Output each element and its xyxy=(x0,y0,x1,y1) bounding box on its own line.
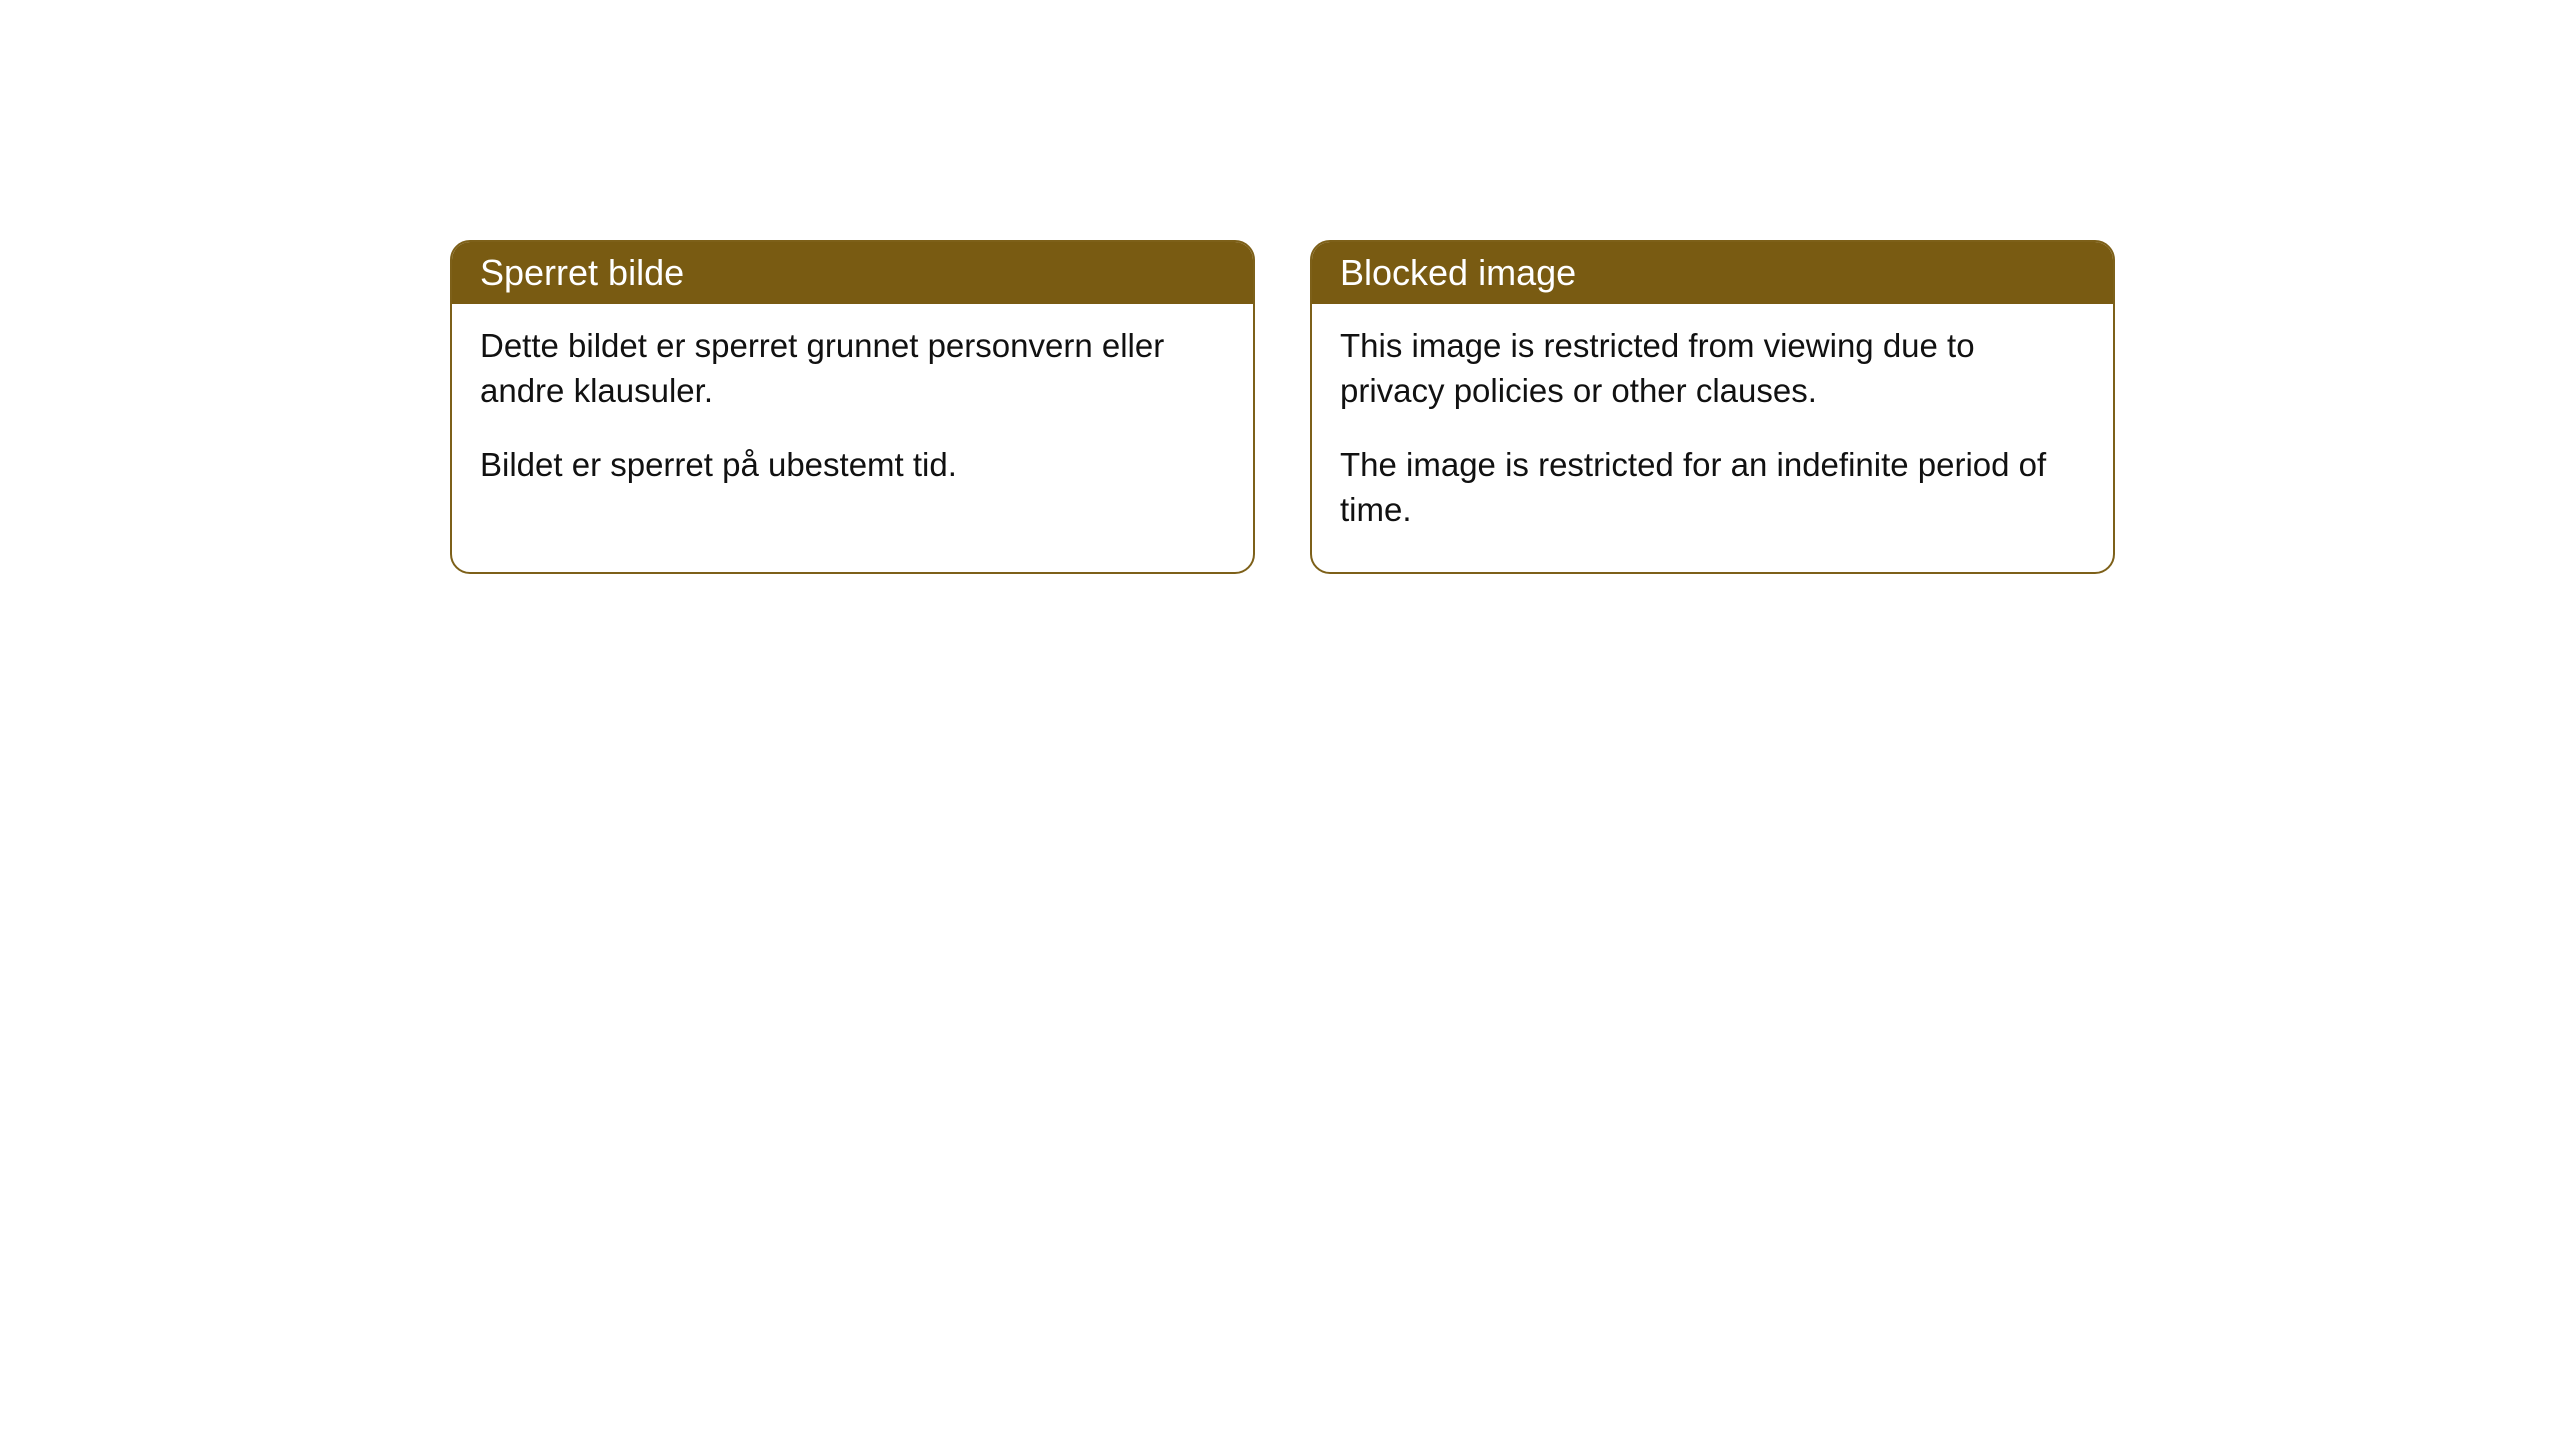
notice-container: Sperret bilde Dette bildet er sperret gr… xyxy=(450,240,2115,574)
notice-text-nor-1: Dette bildet er sperret grunnet personve… xyxy=(480,324,1225,413)
notice-text-eng-2: The image is restricted for an indefinit… xyxy=(1340,443,2085,532)
notice-text-eng-1: This image is restricted from viewing du… xyxy=(1340,324,2085,413)
notice-card-norwegian: Sperret bilde Dette bildet er sperret gr… xyxy=(450,240,1255,574)
notice-text-nor-2: Bildet er sperret på ubestemt tid. xyxy=(480,443,1225,488)
notice-header-english: Blocked image xyxy=(1312,242,2113,304)
notice-body-english: This image is restricted from viewing du… xyxy=(1312,304,2113,572)
notice-header-norwegian: Sperret bilde xyxy=(452,242,1253,304)
notice-card-english: Blocked image This image is restricted f… xyxy=(1310,240,2115,574)
notice-body-norwegian: Dette bildet er sperret grunnet personve… xyxy=(452,304,1253,528)
